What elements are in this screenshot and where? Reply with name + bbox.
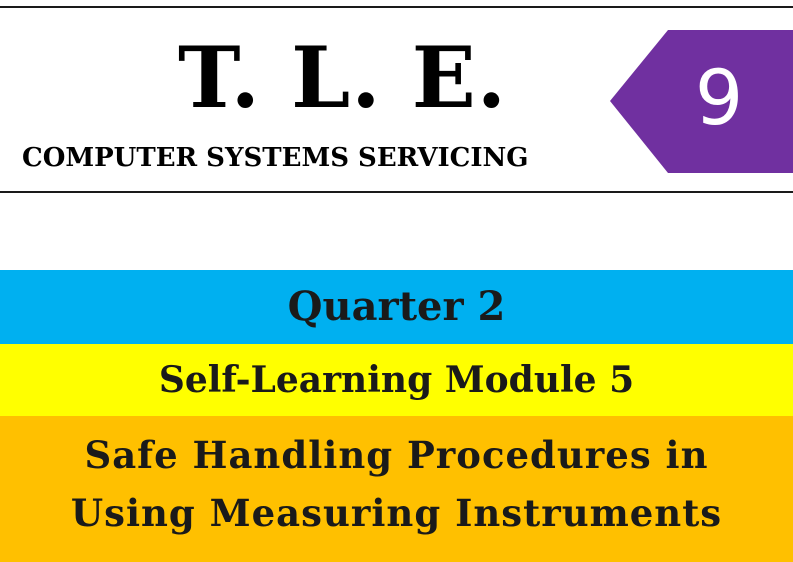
subject-subtitle: COMPUTER SYSTEMS SERVICING xyxy=(22,143,529,173)
topic-line: Safe Handling Procedures in xyxy=(84,433,709,477)
grade-number: 9 xyxy=(694,53,744,142)
subject-title: T. L. E. xyxy=(178,28,507,127)
topic-band: Safe Handling Procedures in Using Measur… xyxy=(0,416,793,562)
top-divider xyxy=(0,6,793,8)
grade-badge-pentagon xyxy=(610,30,793,173)
bottom-divider xyxy=(0,191,793,193)
grade-badge-shape xyxy=(610,30,793,173)
quarter-label: Quarter 2 xyxy=(287,283,506,330)
grade-badge: 9 xyxy=(610,30,793,173)
quarter-band: Quarter 2 xyxy=(0,270,793,344)
topic-line: Using Measuring Instruments xyxy=(70,491,723,535)
module-label: Self-Learning Module 5 xyxy=(158,359,635,401)
module-band: Self-Learning Module 5 xyxy=(0,344,793,416)
